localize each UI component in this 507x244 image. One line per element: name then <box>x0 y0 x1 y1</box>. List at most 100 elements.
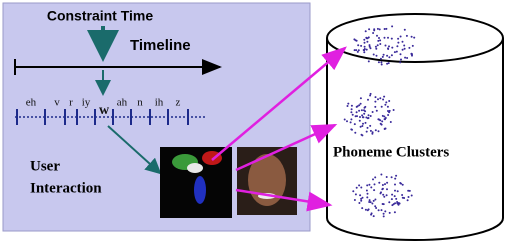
cluster-dot <box>375 129 377 131</box>
cluster-dot <box>357 44 359 46</box>
cluster-dot <box>354 123 356 125</box>
cluster-dot <box>408 196 410 198</box>
cluster-dot <box>360 200 362 202</box>
cluster-dot <box>381 120 383 122</box>
cluster-dot <box>352 190 354 192</box>
cluster-dot <box>363 39 365 41</box>
cluster-dot <box>354 132 356 134</box>
cluster-dot <box>379 43 381 45</box>
cluster-dot <box>358 49 360 51</box>
cluster-dot <box>379 28 381 30</box>
cluster-dot <box>373 189 375 191</box>
cluster-dot <box>364 46 366 48</box>
cluster-dot <box>355 193 357 195</box>
cluster-dot <box>385 45 387 47</box>
cluster-dot <box>391 194 393 196</box>
cluster-dot <box>397 38 399 40</box>
cluster-dot <box>401 194 403 196</box>
cluster-dot <box>403 45 405 47</box>
cluster-dot <box>370 130 372 132</box>
cluster-dot <box>369 125 371 127</box>
cluster-dot <box>381 106 383 108</box>
cluster-dot <box>383 213 385 215</box>
cluster-dot <box>407 199 409 201</box>
cluster-dot <box>393 203 395 205</box>
phoneme-label: iy <box>82 97 91 109</box>
cluster-dot <box>402 49 404 51</box>
cluster-dot <box>396 51 398 53</box>
cluster-dot <box>376 110 378 112</box>
cluster-dot <box>402 41 404 43</box>
cluster-dot <box>402 184 404 186</box>
cluster-dot <box>400 53 402 55</box>
cluster-dot <box>380 174 382 176</box>
cluster-dot <box>374 199 376 201</box>
cluster-dot <box>383 54 385 56</box>
cluster-dot <box>361 125 363 127</box>
timeline-label: Timeline <box>130 37 191 54</box>
cluster-dot <box>360 103 362 105</box>
constraint-label: Constraint Time <box>47 8 154 24</box>
cluster-dot <box>387 106 389 108</box>
cluster-dot <box>353 38 355 40</box>
cluster-dot <box>386 55 388 57</box>
cluster-dot <box>364 48 366 50</box>
cluster-dot <box>358 110 360 112</box>
cluster-dot <box>397 190 399 192</box>
cluster-dot <box>384 104 386 106</box>
cluster-dot <box>404 29 406 31</box>
cluster-dot <box>388 62 390 64</box>
cluster-dot <box>373 200 375 202</box>
cluster-dot <box>379 119 381 121</box>
cluster-dot <box>377 28 379 30</box>
cluster-dot <box>373 54 375 56</box>
cluster-dot <box>361 109 363 111</box>
cluster-dot <box>366 41 368 43</box>
cluster-dot <box>382 184 384 186</box>
cluster-dot <box>362 116 364 118</box>
phoneme-label: ih <box>155 97 164 109</box>
cluster-dot <box>374 106 376 108</box>
cluster-dot <box>391 38 393 40</box>
cluster-dot <box>375 46 377 48</box>
cluster-dot <box>360 187 362 189</box>
cluster-dot <box>347 103 349 105</box>
clusters-label: Phoneme Clusters <box>333 144 449 160</box>
diagram: Constraint Time Timeline ehvriywahnihz U… <box>0 0 507 244</box>
cluster-dot <box>394 184 396 186</box>
cluster-dot <box>394 211 396 213</box>
cluster-dot <box>382 115 384 117</box>
cluster-dot <box>368 114 370 116</box>
cluster-dot <box>375 96 377 98</box>
cluster-dot <box>391 47 393 49</box>
cluster-dot <box>377 118 379 120</box>
cluster-dot <box>367 209 369 211</box>
phoneme-label: z <box>176 97 181 109</box>
cluster-dot <box>369 44 371 46</box>
cluster-dot <box>380 61 382 63</box>
cluster-dot <box>362 123 364 125</box>
phoneme-label: eh <box>26 97 37 109</box>
cluster-dot <box>374 205 376 207</box>
phoneme-label: w <box>99 103 110 118</box>
page: Constraint Time Timeline ehvriywahnihz U… <box>0 0 507 244</box>
cluster-dot <box>364 106 366 108</box>
cluster-dot <box>365 209 367 211</box>
phoneme-label: ah <box>117 97 128 109</box>
cluster-dot <box>360 45 362 47</box>
cluster-dot <box>382 56 384 58</box>
cluster-dot <box>386 176 388 178</box>
phoneme-label: v <box>54 97 60 109</box>
cluster-dot <box>404 57 406 59</box>
cluster-dot <box>388 56 390 58</box>
cluster-dot <box>388 100 390 102</box>
cluster-dot <box>364 42 366 44</box>
cluster-dot <box>370 186 372 188</box>
cluster-dot <box>361 134 363 136</box>
cluster-dot <box>365 37 367 39</box>
cluster-dot <box>368 28 370 30</box>
cluster-dot <box>367 193 369 195</box>
cluster-dot <box>382 188 384 190</box>
cluster-dot <box>391 198 393 200</box>
cluster-dot <box>413 37 415 39</box>
